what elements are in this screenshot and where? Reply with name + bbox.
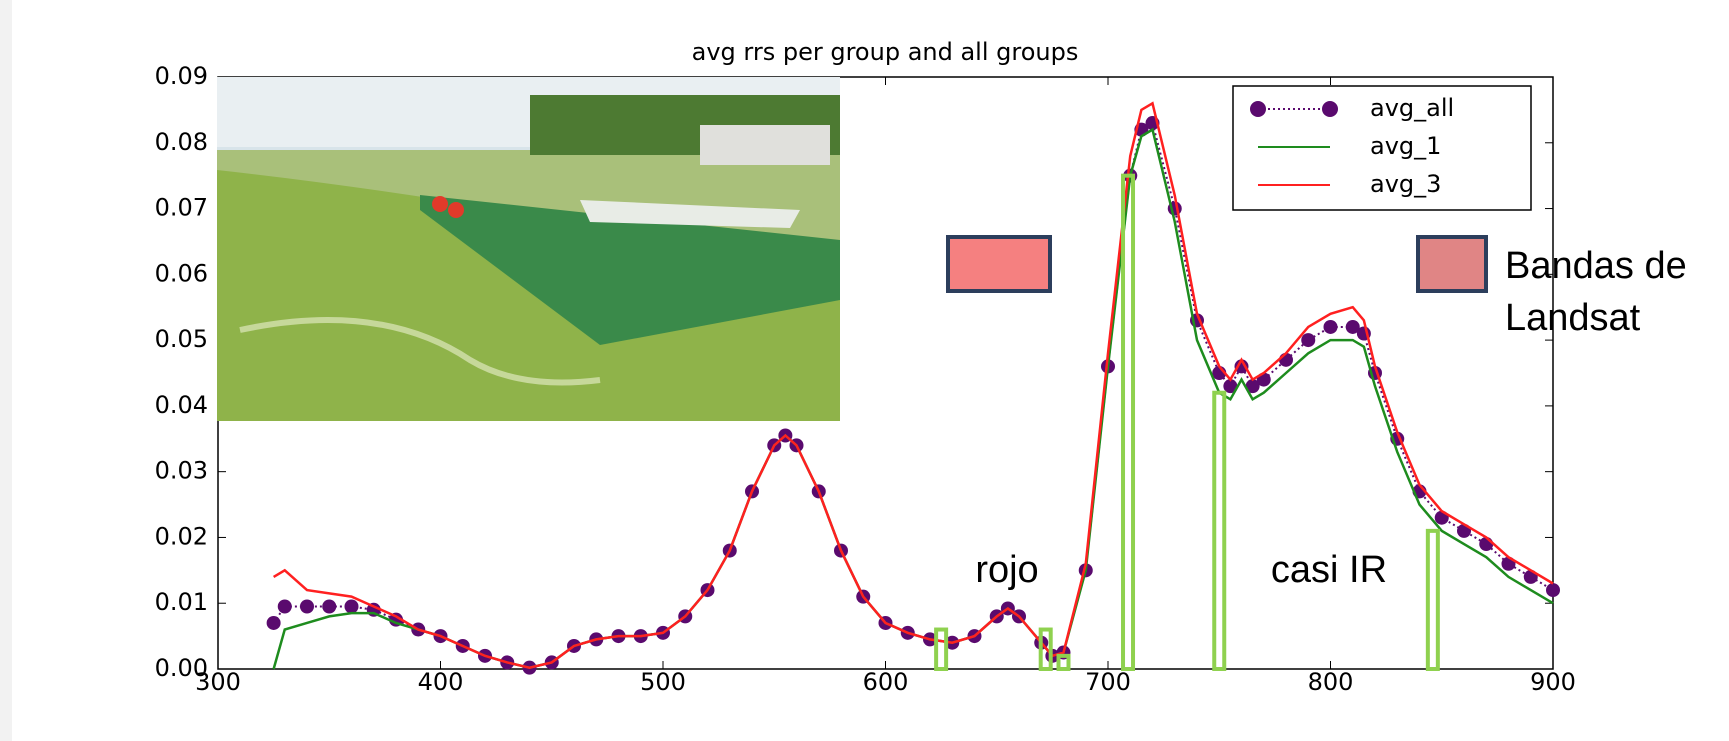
y-tick-label: 0.08	[155, 128, 208, 156]
annotation: Landsat	[1505, 297, 1641, 339]
photo	[217, 77, 840, 421]
landsat-band	[1056, 653, 1071, 671]
legend: avg_all avg_1 avg_3	[1232, 85, 1532, 211]
series-point	[266, 615, 281, 630]
y-tick-label: 0.01	[155, 588, 208, 616]
annotation: Bandas de	[1505, 245, 1687, 287]
legend-label: avg_1	[1370, 132, 1441, 160]
y-tick-label: 0.07	[155, 194, 208, 222]
legend-label: avg_all	[1370, 94, 1454, 122]
y-tick-label: 0.05	[155, 325, 208, 353]
legend-swatch	[1250, 101, 1266, 117]
y-tick-label: 0.00	[155, 654, 208, 682]
legend-swatch	[1322, 101, 1338, 117]
series-point	[1234, 359, 1249, 374]
landsat-band	[1121, 173, 1136, 672]
landsat-band	[934, 627, 949, 671]
y-tick-label: 0.06	[155, 259, 208, 287]
series-point	[1323, 319, 1338, 334]
series-point	[1279, 352, 1293, 367]
series-point	[1546, 583, 1560, 598]
series-point	[1345, 319, 1360, 334]
annotation: casi IR	[1271, 549, 1387, 591]
series-point	[300, 599, 314, 614]
x-tick-label: 900	[1530, 668, 1576, 696]
series-point	[322, 599, 337, 614]
x-tick-label: 700	[1085, 668, 1131, 696]
series-line	[272, 101, 1554, 669]
chart-title: avg rrs per group and all groups	[692, 38, 1079, 66]
landsat-band	[1425, 528, 1440, 671]
y-tick-label: 0.04	[155, 391, 208, 419]
series-point	[277, 599, 292, 614]
plot	[217, 76, 1560, 675]
swatches	[946, 235, 1488, 293]
y-tick-label: 0.03	[155, 457, 208, 485]
x-tick-label: 300	[195, 668, 241, 696]
series-point	[344, 599, 359, 614]
legend-label: avg_3	[1370, 170, 1441, 198]
y-tick-label: 0.09	[155, 62, 208, 90]
x-tick-label: 800	[1308, 668, 1354, 696]
series-point	[1479, 537, 1494, 552]
x-tick-label: 400	[418, 668, 464, 696]
series-point	[1223, 379, 1238, 394]
series-point	[1301, 333, 1316, 348]
x-tick-label: 500	[640, 668, 686, 696]
series-point	[1245, 379, 1260, 394]
landsat-band	[1038, 627, 1053, 671]
y-tick-label: 0.02	[155, 522, 208, 550]
landsat-band	[1212, 390, 1227, 671]
annotation: rojo	[975, 549, 1038, 591]
x-tick-label: 600	[863, 668, 909, 696]
